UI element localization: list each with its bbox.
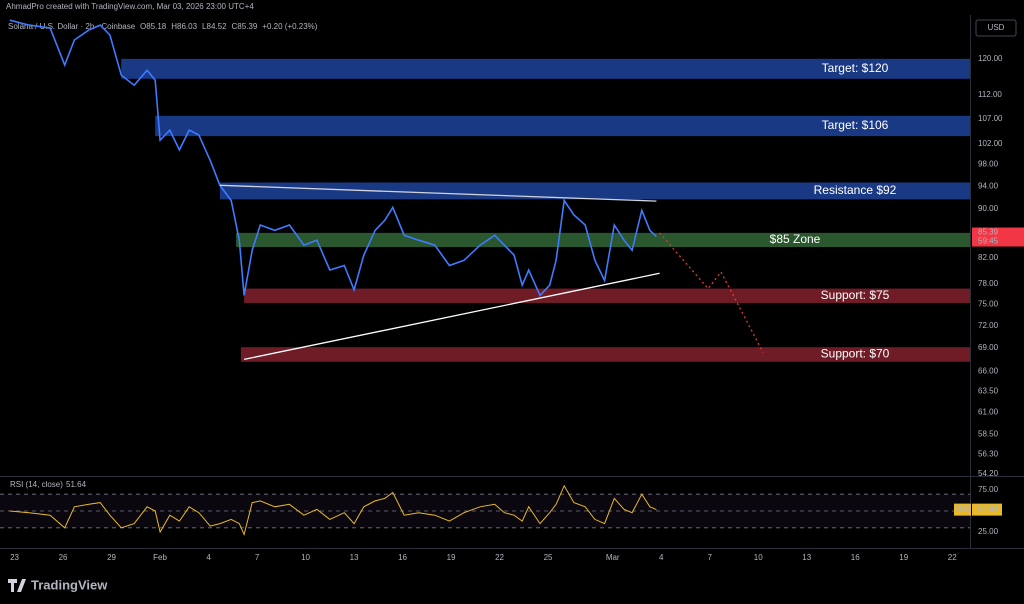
ohlc-value: C85.39 [232,22,258,31]
x-tick-label: 23 [10,553,19,562]
y-tick-label: 82.00 [978,253,999,262]
x-tick-label: 19 [447,553,456,562]
currency[interactable]: USD [988,23,1005,32]
y-tick-label: 107.00 [978,114,1003,123]
price-tag-countdown: 59:45 [978,237,999,246]
x-tick-label: 22 [948,553,957,562]
x-tick-label: 13 [350,553,359,562]
ohlc-value: H86.03 [171,22,197,31]
zone-label: Support: $70 [821,347,890,361]
ohlc-value: +0.20 (+0.23%) [262,22,317,31]
y-tick-label: 94.00 [978,182,999,191]
logo: TradingView [8,577,108,592]
y-tick-label: 120.00 [978,54,1003,63]
x-tick-label: 26 [59,553,68,562]
ohlc-value: L84.52 [202,22,227,31]
y-tick-label: 72.00 [978,321,999,330]
x-tick-label: 19 [899,553,908,562]
footer: TradingView [31,577,108,592]
x-tick-label: 4 [206,553,211,562]
y-tick-label: 78.00 [978,279,999,288]
rsi-last: 51.64 [66,480,87,489]
x-tick-label: 16 [851,553,860,562]
y-tick-label: 54.20 [978,469,999,478]
y-tick-label: 90.00 [978,204,999,213]
series-line [9,19,657,297]
rsi-title: RSI (14, close) [10,480,63,489]
zone-label: Resistance $92 [814,183,897,197]
y-tick-label: 63.50 [978,386,999,395]
zone [236,232,971,248]
x-tick-label: 10 [754,553,763,562]
zone-label: $85 Zone [770,232,821,246]
x-tick-label: 22 [495,553,504,562]
ohlc-value: O85.18 [140,22,167,31]
zone [244,288,970,303]
trendline [219,184,657,202]
y-tick-label: 98.00 [978,160,999,169]
y-tick-label: 66.00 [978,366,999,375]
x-tick-label: 13 [802,553,811,562]
x-tick-label: 7 [707,553,712,562]
price-tag-price: 85.39 [978,228,999,237]
y-tick-label: 75.00 [978,299,999,308]
x-tick-label: 16 [398,553,407,562]
rsi-value: 51.64 [978,505,999,514]
price-tag [972,227,1024,247]
y-tick-label: 75.00 [978,485,999,494]
zone-label: Target: $106 [822,118,889,132]
x-tick-label: 4 [659,553,664,562]
rsi-tag: RSI [956,505,969,514]
zone [155,115,970,137]
x-tick-label: 29 [107,553,116,562]
y-tick-label: 58.50 [978,429,999,438]
y-tick-label: 56.30 [978,449,999,458]
zone [240,347,971,362]
y-tick-label: 25.00 [978,527,999,536]
zone [121,58,970,79]
trendline [659,232,764,353]
y-tick-label: 69.00 [978,343,999,352]
zone-label: Target: $120 [822,61,889,75]
y-tick-label: 102.00 [978,139,1003,148]
y-tick-label: 112.00 [978,90,1002,99]
x-tick-label: Feb [153,553,167,562]
zone-label: Support: $75 [821,288,890,302]
x-tick-label: 7 [255,553,260,562]
x-tick-label: 25 [544,553,553,562]
band-fill [0,494,970,528]
currency-box[interactable] [975,19,1017,37]
series-line [9,484,657,537]
trendline [243,272,660,361]
x-tick-label: 10 [301,553,310,562]
y-tick-label: 61.00 [978,407,999,416]
zone [219,182,970,200]
logo-mark [8,579,26,592]
header: AhmadPro created with TradingView.com, M… [6,2,254,11]
rsi-tag-box [954,503,971,516]
x-tick-label: Mar [606,553,620,562]
symbol: Solana / U.S. Dollar · 2h · Coinbase [8,22,136,31]
rsi-value-box [972,503,1002,516]
